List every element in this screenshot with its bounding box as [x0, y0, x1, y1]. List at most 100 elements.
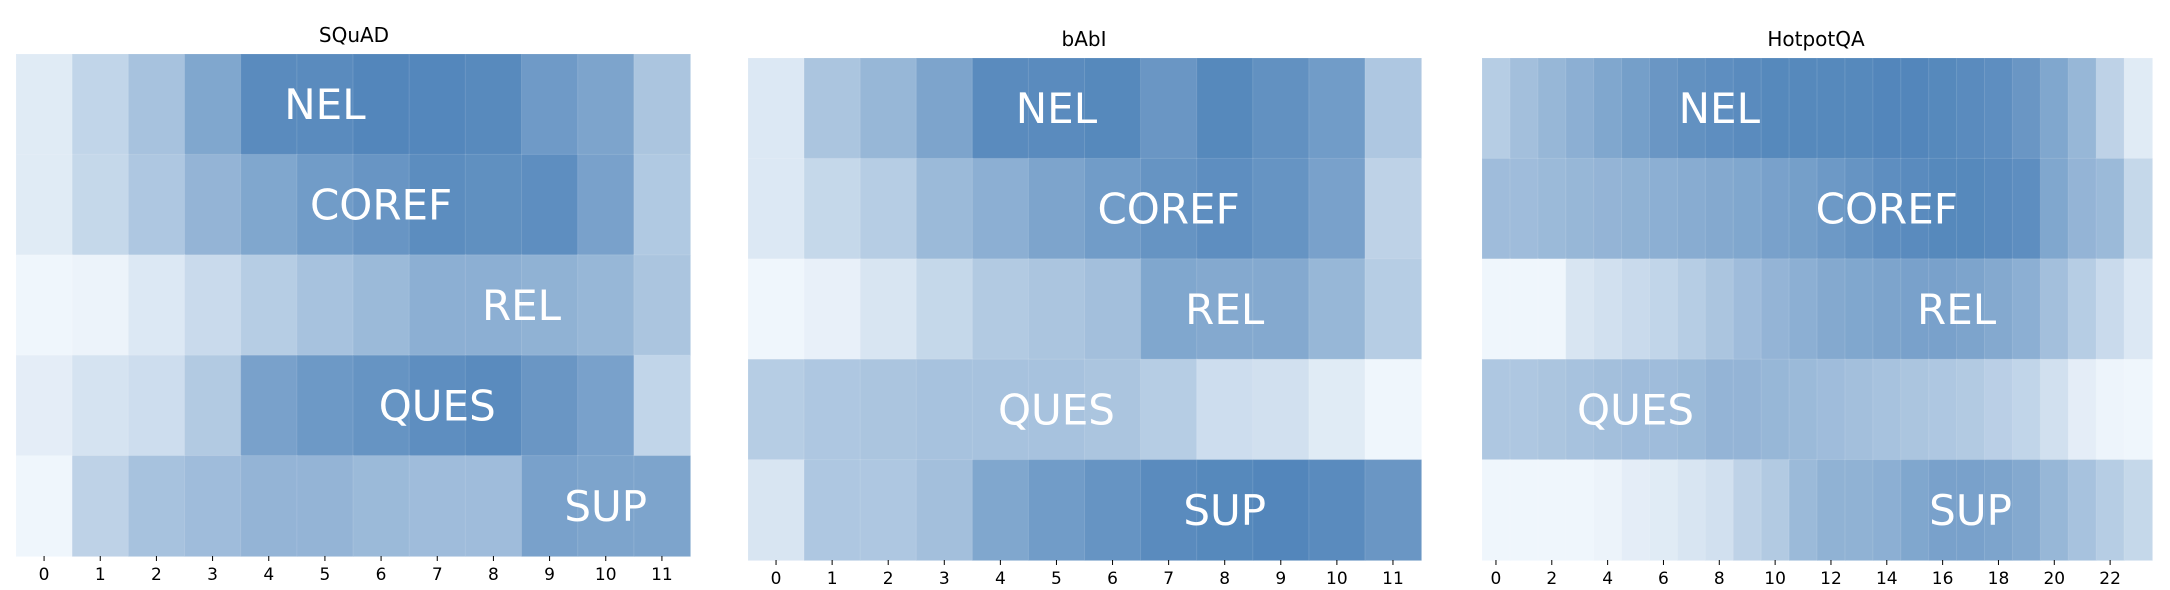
x-tick-label: 5	[320, 565, 331, 585]
heatmap-cell	[1196, 358, 1254, 461]
x-tick-label: 0	[39, 565, 50, 585]
heatmap-cell	[1308, 258, 1367, 361]
heatmap-cell	[1844, 459, 1874, 562]
heatmap-cell	[577, 53, 635, 156]
x-tick-label: 2	[151, 565, 162, 585]
x-tick-label: 4	[995, 569, 1006, 589]
x-tick-label: 1	[827, 569, 838, 589]
x-tick-label: 12	[1820, 569, 1842, 589]
heatmap-cell	[1676, 258, 1707, 361]
heatmap-cell	[2067, 157, 2098, 260]
row-label: REL	[1185, 285, 1265, 334]
heatmap-cell	[15, 354, 74, 457]
heatmap-cell	[577, 354, 635, 457]
heatmap-cell	[859, 358, 918, 461]
heatmap-cell	[1872, 358, 1902, 461]
x-tick-label: 4	[263, 565, 274, 585]
heatmap-cell	[577, 153, 635, 256]
heatmap-cell	[521, 153, 579, 256]
heatmap-cell	[296, 53, 355, 156]
heatmap-cell	[464, 153, 523, 256]
heatmap-cell	[747, 258, 806, 361]
heatmap-cell	[633, 53, 692, 156]
heatmap-cell	[1140, 459, 1198, 562]
heatmap-cell	[1760, 459, 1791, 562]
heatmap-cell	[1816, 57, 1847, 160]
heatmap-cell	[1984, 157, 2014, 260]
heatmap-cell	[1844, 358, 1874, 461]
heatmap-cell	[747, 358, 806, 461]
heatmap-cell	[2067, 258, 2098, 361]
heatmap-cell	[184, 153, 242, 256]
heatmap-cell	[971, 459, 1030, 562]
heatmap-cell	[803, 459, 862, 562]
heatmap-cell	[1481, 358, 1512, 461]
x-tick-label: 10	[1326, 569, 1348, 589]
heatmap-cell	[1565, 157, 1595, 260]
heatmap-cell	[1593, 358, 1623, 461]
heatmap-cell	[971, 358, 1030, 461]
heatmap-cell	[1196, 57, 1254, 160]
heatmap-cell	[1537, 459, 1567, 562]
heatmap-cell	[1956, 459, 1986, 562]
x-tick-label: 10	[595, 565, 617, 585]
heatmap-cell	[1760, 157, 1791, 260]
heatmap-cell	[2095, 258, 2126, 361]
heatmap-cell	[1788, 57, 1819, 160]
heatmap-cell	[1732, 459, 1763, 562]
heatmap-cell	[15, 153, 74, 256]
x-tick-label: 22	[2099, 569, 2121, 589]
heatmap-cell	[1649, 57, 1679, 160]
heatmap-cell	[971, 157, 1030, 260]
row-label: QUES	[379, 381, 496, 430]
heatmap-cell	[1621, 258, 1651, 361]
heatmap-cell	[1900, 57, 1930, 160]
heatmap-cell	[1760, 358, 1791, 461]
x-tick-label: 11	[1382, 569, 1404, 589]
heatmap-cell	[577, 254, 635, 357]
heatmap-cell	[859, 157, 918, 260]
heatmap-cell	[1676, 358, 1707, 461]
heatmap-cell	[1649, 258, 1679, 361]
heatmap-cell	[1704, 459, 1735, 562]
row-label: REL	[482, 281, 562, 330]
heatmap-cell	[1760, 258, 1791, 361]
heatmap-cell	[184, 354, 242, 457]
heatmap-cell	[1537, 258, 1567, 361]
row-label: QUES	[998, 385, 1115, 434]
heatmap-cell	[1084, 157, 1142, 260]
x-tick-label: 0	[771, 569, 782, 589]
heatmap-cell	[240, 354, 298, 457]
heatmap-cell	[1593, 157, 1623, 260]
x-tick-label: 9	[1275, 569, 1286, 589]
heatmap-cell	[1649, 459, 1679, 562]
heatmap-cell	[71, 254, 130, 357]
heatmap-cell	[1956, 358, 1986, 461]
heatmap-cell	[971, 258, 1030, 361]
heatmap-cell	[1788, 459, 1819, 562]
x-tick-label: 7	[432, 565, 443, 585]
heatmap-hotpotqa: HotpotQA NEL COREF REL QUES SUP 0 2 4 6 8 10 12 14 16…	[1481, 27, 2154, 589]
heatmap-cell	[1844, 57, 1874, 160]
heatmap-cell	[633, 153, 692, 256]
heatmap-cell	[296, 455, 355, 558]
x-tick-label: 6	[1658, 569, 1669, 589]
heatmap-cell	[2095, 358, 2126, 461]
heatmap-cell	[1084, 258, 1142, 361]
heatmap-cell	[240, 153, 298, 256]
heatmap-cell	[408, 354, 467, 457]
heatmap-cell	[521, 254, 579, 357]
heatmap-cell	[1308, 358, 1367, 461]
heatmap-cell	[1364, 358, 1423, 461]
heatmap-cell	[1084, 57, 1142, 160]
heatmap-cell	[352, 53, 411, 156]
heatmap-cell	[2123, 57, 2154, 160]
heatmap-cell	[1816, 258, 1847, 361]
heatmap-cell	[15, 455, 74, 558]
heatmap-cell	[1621, 459, 1651, 562]
heatmap-cell	[2123, 358, 2154, 461]
heatmap-cell	[633, 455, 692, 558]
heatmap-cell	[2095, 459, 2126, 562]
heatmap-cell	[1984, 358, 2014, 461]
heatmap-cell	[1364, 57, 1423, 160]
